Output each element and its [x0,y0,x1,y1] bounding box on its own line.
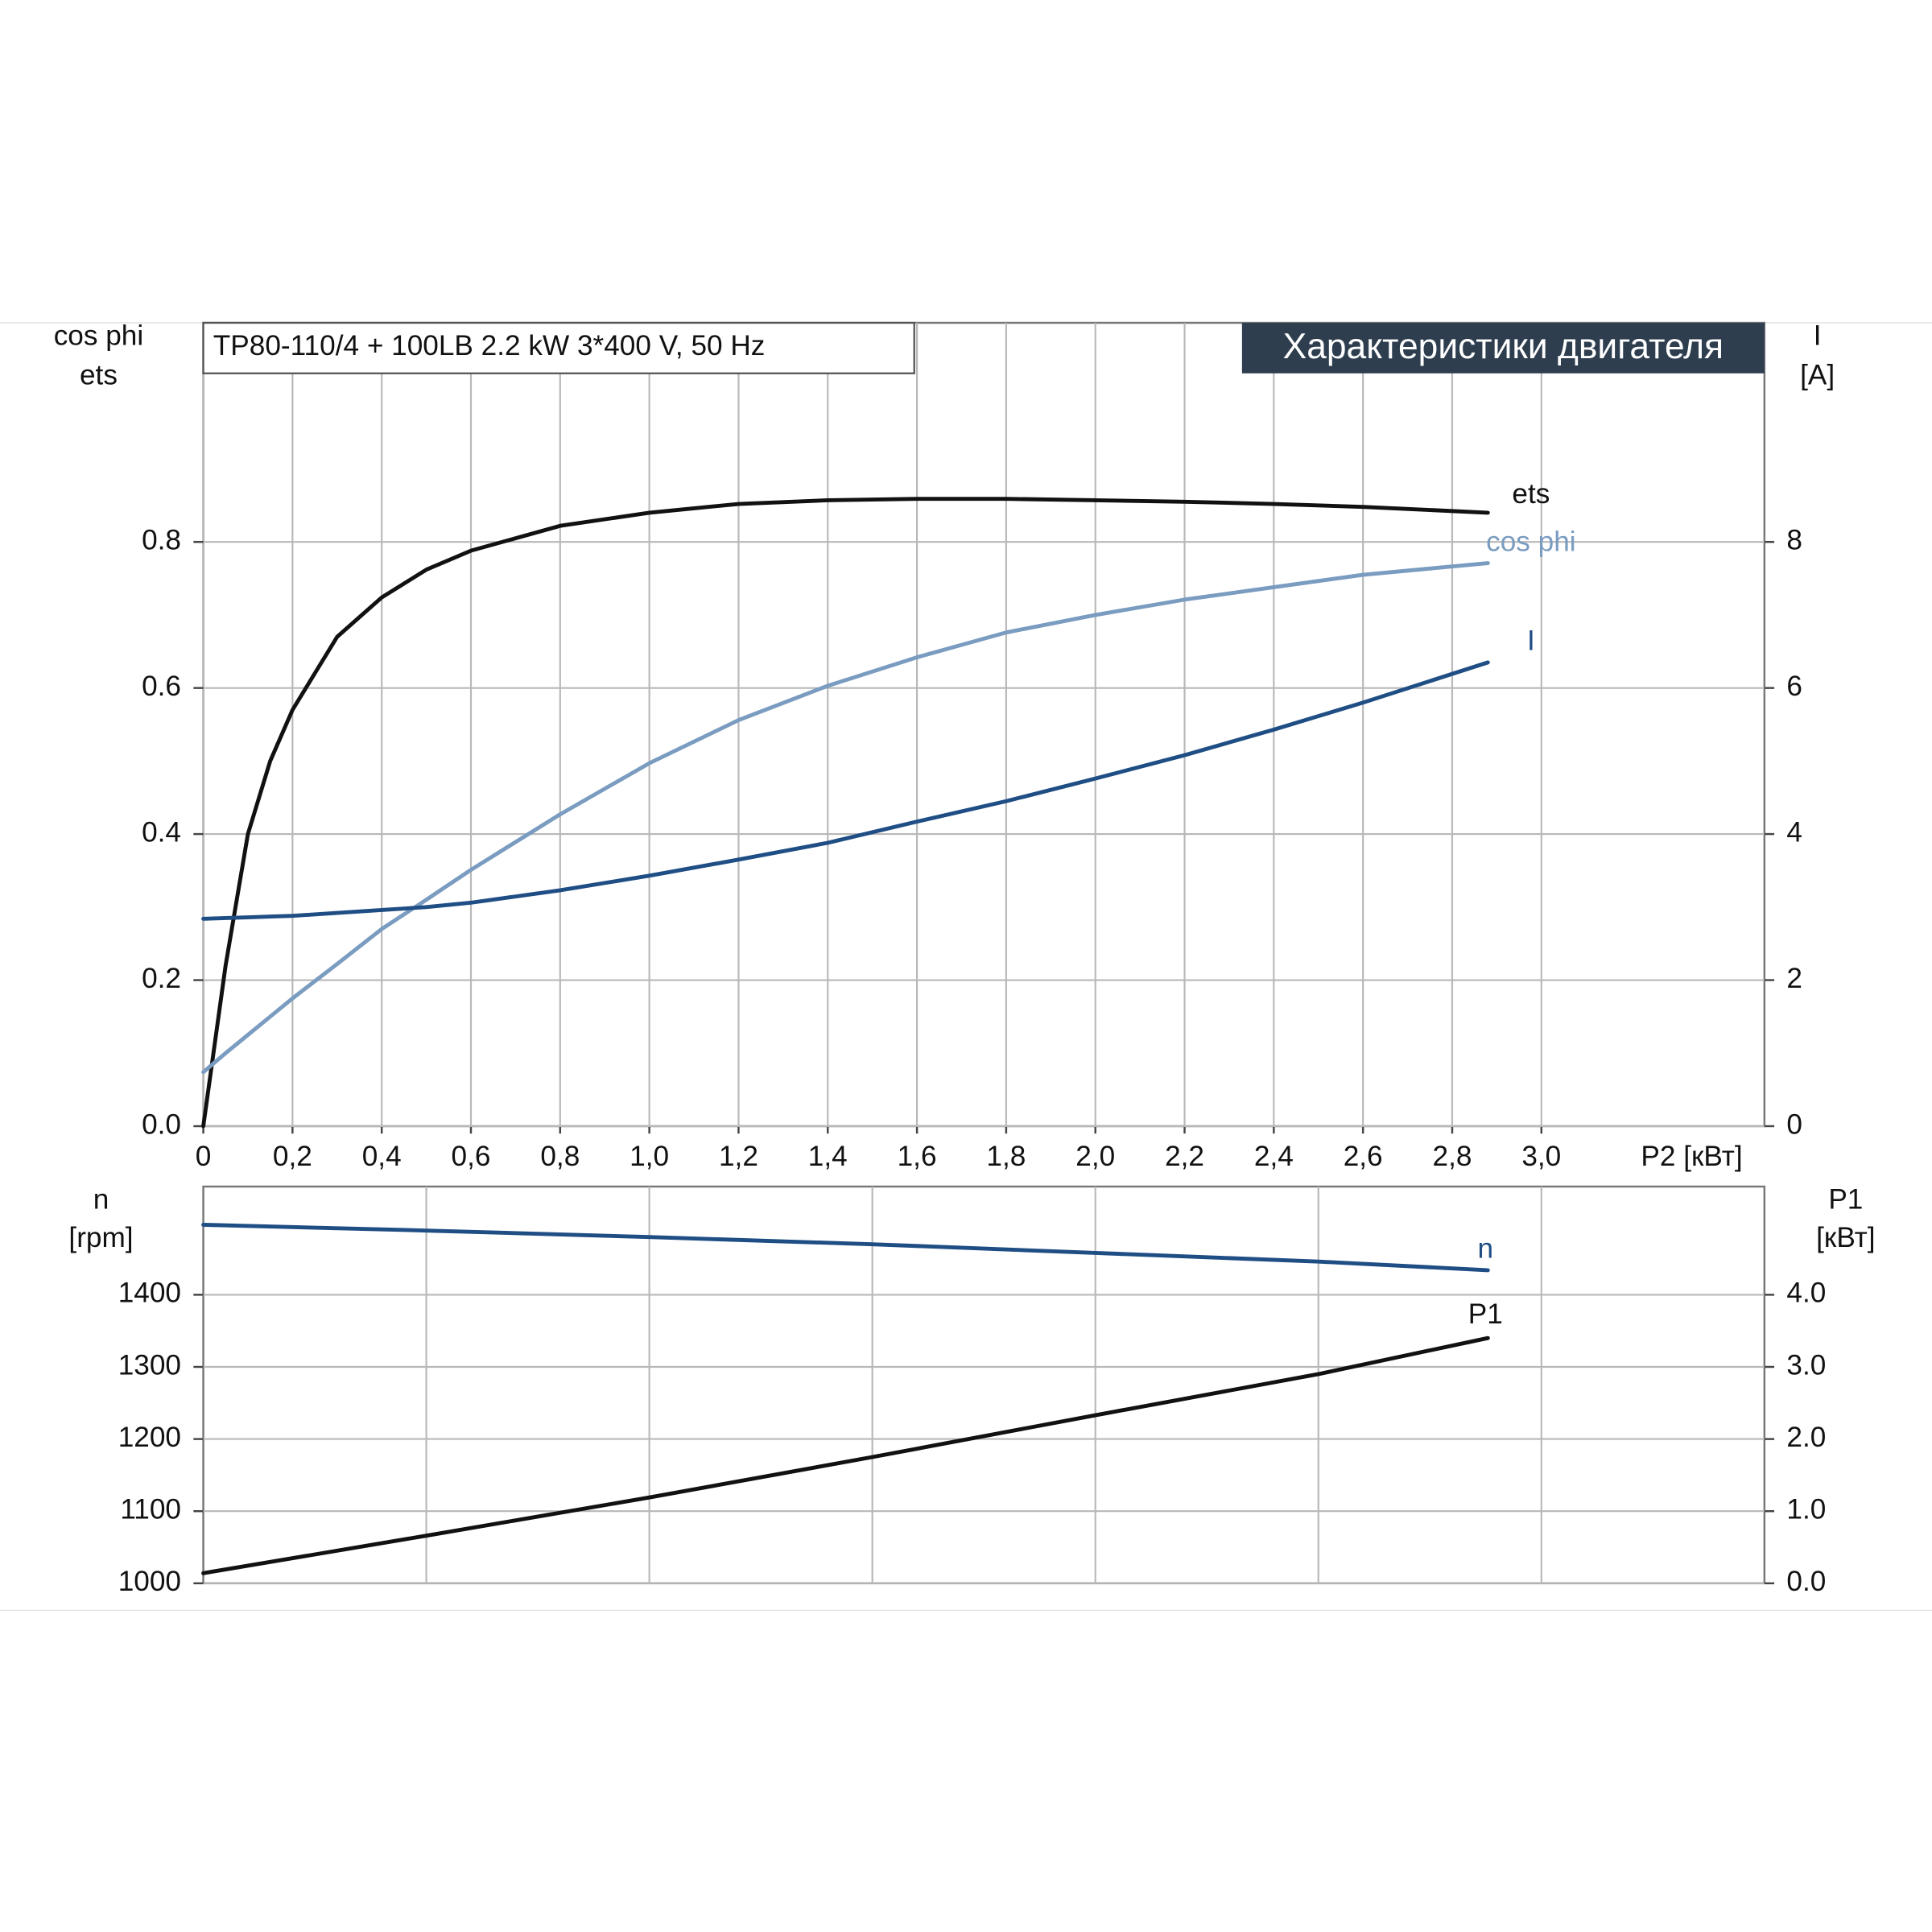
x-tick-label: 0,2 [273,1141,312,1172]
x-tick-label: 1,8 [986,1141,1026,1172]
y-tick-label: 0.4 [142,816,181,848]
x-tick-label: 2,8 [1433,1141,1472,1172]
y2-tick-label: 6 [1786,671,1802,702]
series-line [201,497,1490,1129]
y2-axis-label: [кВт] [1816,1222,1875,1253]
x-tick-label: 0 [196,1141,212,1172]
series-label: cos phi [1486,526,1576,557]
y-axis-label: [rpm] [68,1222,133,1253]
y-axis-label: cos phi [54,320,144,352]
y2-tick-label: 1.0 [1786,1494,1826,1525]
series-line [201,1335,1490,1575]
chart-subtitle: Характеристики двигателя [1283,327,1724,366]
x-tick-label: 1,4 [808,1141,848,1172]
y2-tick-label: 2 [1786,963,1802,994]
text-layer: TP80-110/4 + 100LB 2.2 kW 3*400 V, 50 Hz… [54,320,1876,1597]
x-tick-label: 0,6 [452,1141,491,1172]
series-label: n [1477,1233,1493,1265]
y2-axis-label: I [1814,320,1822,352]
plot-frame [202,1185,1766,1585]
chart-title: TP80-110/4 + 100LB 2.2 kW 3*400 V, 50 Hz [213,330,766,361]
y2-tick-label: 4.0 [1786,1278,1826,1309]
y-tick-label: 1100 [120,1494,181,1525]
y-tick-label: 1200 [118,1422,181,1453]
x-axis-label: P2 [кВт] [1641,1141,1742,1172]
x-tick-label: 1,6 [898,1141,937,1172]
series-label: ets [1512,478,1550,510]
series-line [201,1223,1490,1273]
series-label: P1 [1468,1298,1503,1330]
x-tick-label: 0,8 [540,1141,580,1172]
series-line [201,660,1490,921]
grid-layer [193,321,1775,1585]
y2-axis-label: P1 [1828,1184,1863,1216]
x-tick-label: 0,4 [362,1141,402,1172]
x-tick-label: 3,0 [1521,1141,1561,1172]
y-tick-label: 0.2 [142,963,181,994]
y-tick-label: 0.0 [142,1108,181,1140]
series-label: I [1527,625,1535,657]
x-tick-label: 1,2 [719,1141,758,1172]
y-tick-label: 1400 [118,1278,181,1309]
x-tick-label: 1,0 [630,1141,669,1172]
plot-frame [202,321,1766,1128]
x-tick-label: 2,6 [1344,1141,1383,1172]
y-tick-label: 1000 [118,1566,181,1597]
y-tick-label: 0.6 [142,671,181,702]
y-tick-label: 0.8 [142,524,181,555]
subtitle-box [1241,323,1765,374]
y2-axis-label: [A] [1800,360,1835,391]
y2-tick-label: 0 [1786,1108,1802,1140]
series-line [201,561,1490,1075]
x-tick-label: 2,0 [1075,1141,1115,1172]
y-tick-label: 1300 [118,1349,181,1381]
y-axis-label: n [93,1184,109,1216]
y2-tick-label: 4 [1786,816,1802,848]
x-tick-label: 2,4 [1254,1141,1294,1172]
x-tick-label: 2,2 [1165,1141,1204,1172]
lines-layer [201,497,1490,1575]
y-axis-label: ets [80,360,118,391]
y2-tick-label: 3.0 [1786,1349,1826,1381]
y2-tick-label: 0.0 [1786,1566,1826,1597]
y2-tick-label: 8 [1786,524,1802,555]
title-box [202,321,915,374]
y2-tick-label: 2.0 [1786,1422,1826,1453]
